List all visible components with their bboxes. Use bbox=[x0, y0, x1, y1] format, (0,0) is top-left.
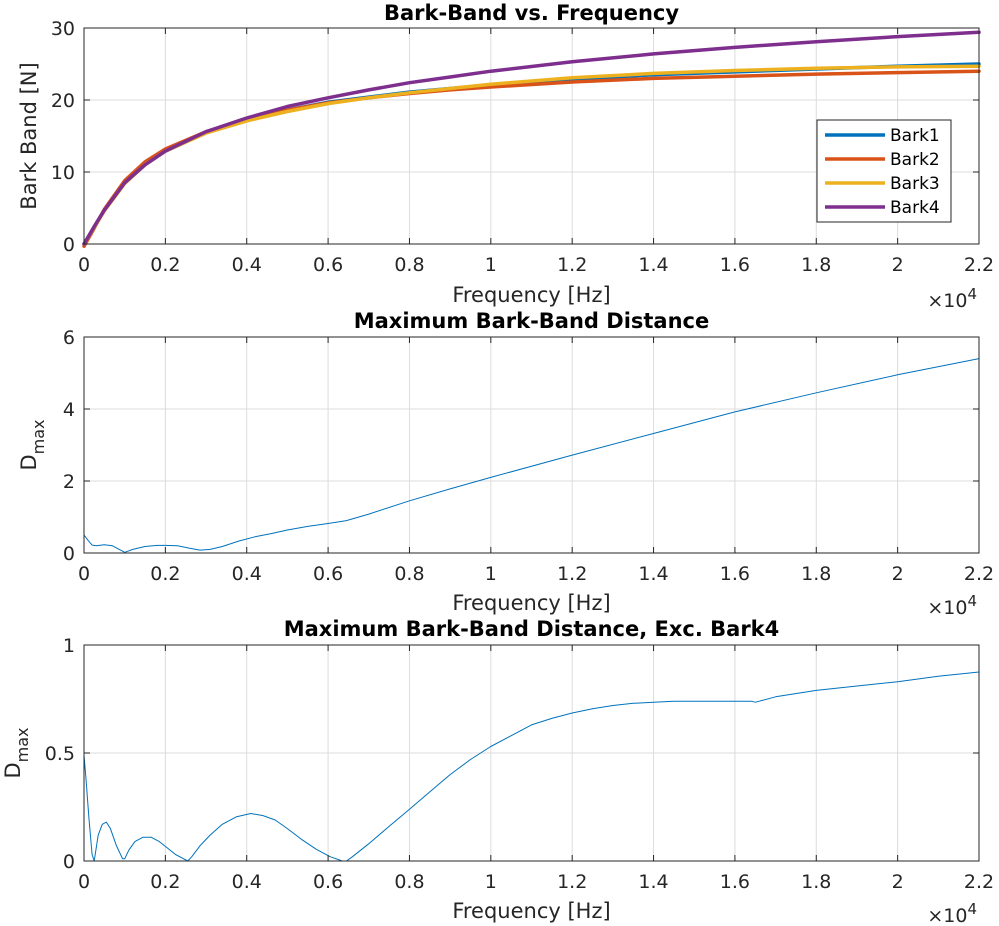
y-tick-label: 0.5 bbox=[45, 743, 75, 765]
plot-area bbox=[84, 337, 979, 553]
x-axis-label: Frequency [Hz] bbox=[452, 283, 610, 307]
y-label-text: Bark Band [N] bbox=[17, 62, 41, 209]
y-tick-label: 30 bbox=[51, 18, 75, 40]
x-axis-label: Frequency [Hz] bbox=[452, 899, 610, 923]
series-line-bark4 bbox=[82, 30, 981, 246]
x-exponent-base: ×10 bbox=[927, 597, 967, 619]
x-exponent-power: 4 bbox=[967, 285, 977, 303]
x-tick-label: 1.4 bbox=[638, 254, 668, 276]
x-tick-label: 1.4 bbox=[638, 563, 668, 585]
x-tick-label: 0 bbox=[78, 871, 90, 893]
y-tick-label: 20 bbox=[51, 90, 75, 112]
x-tick-label: 0.6 bbox=[313, 254, 343, 276]
y-label-subscript: max bbox=[13, 727, 32, 762]
chart-title: Bark-Band vs. Frequency bbox=[384, 1, 679, 25]
x-tick-label: 1 bbox=[485, 563, 497, 585]
x-tick-label: 1.8 bbox=[801, 563, 831, 585]
x-tick-label: 0.8 bbox=[394, 254, 424, 276]
legend-label-bark4: Bark4 bbox=[890, 198, 940, 218]
axes-frame bbox=[83, 336, 980, 554]
x-tick-label: 1.2 bbox=[557, 563, 587, 585]
x-axis-exponent: ×104 bbox=[927, 285, 977, 312]
y-tick-label: 1 bbox=[63, 635, 75, 657]
legend: Bark1 Bark2 Bark3 Bark4 bbox=[816, 119, 952, 223]
x-tick-label: 0.4 bbox=[232, 871, 262, 893]
y-tick-label: 2 bbox=[63, 471, 75, 493]
x-tick-label: 2 bbox=[892, 254, 904, 276]
chart-title: Maximum Bark-Band Distance, Exc. Bark4 bbox=[284, 617, 780, 641]
x-tick-label: 2 bbox=[892, 871, 904, 893]
x-exponent-base: ×10 bbox=[927, 290, 967, 312]
series-line-1 bbox=[83, 671, 980, 862]
x-tick-label: 1.8 bbox=[801, 871, 831, 893]
legend-label-bark2: Bark2 bbox=[890, 150, 940, 170]
y-axis-label: Dmax bbox=[1, 727, 32, 778]
x-tick-label: 2.2 bbox=[964, 254, 994, 276]
x-exponent-base: ×10 bbox=[927, 905, 967, 926]
chart-panel-1: 0 0.2 0.4 0.6 0.8 1 1.2 1.4 1.6 1.8 2 2.2 0 10 20 30 Bar… bbox=[17, 1, 994, 312]
x-tick-label: 1.2 bbox=[557, 254, 587, 276]
x-tick-label: 0.6 bbox=[313, 871, 343, 893]
x-tick-label: 0.2 bbox=[150, 254, 180, 276]
x-tick-label: 2 bbox=[892, 563, 904, 585]
axes-frame bbox=[83, 27, 980, 245]
chart-title: Maximum Bark-Band Distance bbox=[354, 309, 710, 333]
x-exponent-power: 4 bbox=[967, 900, 977, 918]
x-tick-label: 0.8 bbox=[394, 563, 424, 585]
x-tick-label: 1.6 bbox=[720, 254, 750, 276]
x-tick-label: 0.2 bbox=[150, 871, 180, 893]
x-tick-label: 0.6 bbox=[313, 563, 343, 585]
x-tick-label: 1.4 bbox=[638, 871, 668, 893]
x-tick-label: 1.8 bbox=[801, 254, 831, 276]
y-label-subscript: max bbox=[29, 419, 48, 454]
y-tick-label: 0 bbox=[63, 543, 75, 565]
x-tick-label: 0.8 bbox=[394, 871, 424, 893]
x-tick-label: 0.4 bbox=[232, 254, 262, 276]
chart-panel-3: 0 0.2 0.4 0.6 0.8 1 1.2 1.4 1.6 1.8 2 2.2 0 0.5 1 Maxim… bbox=[1, 617, 994, 926]
y-tick-label: 6 bbox=[63, 327, 75, 349]
x-axis-exponent: ×104 bbox=[927, 592, 977, 619]
x-exponent-power: 4 bbox=[967, 592, 977, 610]
x-axis-label: Frequency [Hz] bbox=[452, 591, 610, 615]
y-axis-label: Dmax bbox=[17, 419, 48, 470]
x-tick-label: 1.6 bbox=[720, 563, 750, 585]
y-axis-label: Bark Band [N] bbox=[17, 62, 41, 209]
x-tick-label: 0 bbox=[78, 254, 90, 276]
x-tick-label: 2.2 bbox=[964, 563, 994, 585]
y-tick-label: 4 bbox=[63, 399, 75, 421]
chart-panel-2: 0 0.2 0.4 0.6 0.8 1 1.2 1.4 1.6 1.8 2 2.2 0 2 4 6 Maximu… bbox=[17, 309, 994, 619]
y-tick-label: 10 bbox=[51, 162, 75, 184]
x-tick-label: 0.4 bbox=[232, 563, 262, 585]
x-tick-label: 1 bbox=[485, 254, 497, 276]
y-label-text: D bbox=[1, 762, 25, 778]
x-tick-label: 1.2 bbox=[557, 871, 587, 893]
x-tick-label: 1 bbox=[485, 871, 497, 893]
x-tick-label: 1.6 bbox=[720, 871, 750, 893]
y-tick-label: 0 bbox=[63, 851, 75, 873]
y-tick-label: 0 bbox=[63, 234, 75, 256]
x-tick-label: 2.2 bbox=[964, 871, 994, 893]
y-label-text: D bbox=[17, 454, 41, 470]
legend-label-bark1: Bark1 bbox=[890, 126, 940, 146]
x-tick-label: 0 bbox=[78, 563, 90, 585]
series-line-1 bbox=[83, 358, 980, 553]
legend-box bbox=[816, 119, 952, 223]
legend-label-bark3: Bark3 bbox=[890, 174, 940, 194]
x-tick-label: 0.2 bbox=[150, 563, 180, 585]
x-axis-exponent: ×104 bbox=[927, 900, 977, 926]
